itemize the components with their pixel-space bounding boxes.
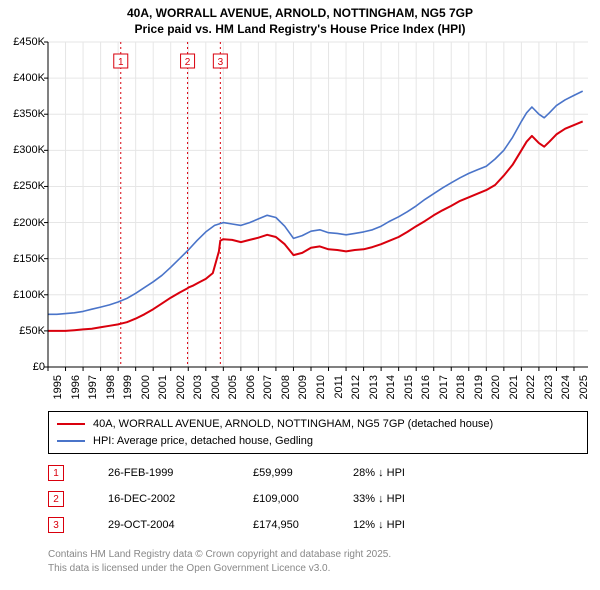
y-tick-label: £0 [33,361,45,373]
marker-row: 3 29-OCT-2004£174,95012% ↓ HPI [48,512,453,538]
y-tick-label: £400K [13,72,45,84]
svg-text:2: 2 [185,57,191,68]
legend-row-series1: 40A, WORRALL AVENUE, ARNOLD, NOTTINGHAM,… [57,416,579,433]
y-tick-label: £200K [13,217,45,229]
svg-text:3: 3 [218,57,224,68]
y-tick-label: £300K [13,144,45,156]
y-tick-label: £100K [13,289,45,301]
marker-date: 29-OCT-2004 [108,519,253,531]
legend-swatch-series1 [57,423,85,425]
x-tick-label: 2009 [297,375,309,415]
x-tick-label: 2010 [315,375,327,415]
x-tick-label: 1997 [87,375,99,415]
marker-diff: 12% ↓ HPI [353,519,453,531]
x-tick-label: 2022 [525,375,537,415]
y-tick-label: £350K [13,108,45,120]
marker-row: 2 16-DEC-2002£109,00033% ↓ HPI [48,486,453,512]
x-tick-label: 1998 [105,375,117,415]
attribution: Contains HM Land Registry data © Crown c… [48,548,391,575]
attribution-line-2: This data is licensed under the Open Gov… [48,562,391,576]
x-tick-label: 1995 [52,375,64,415]
x-tick-label: 2021 [508,375,520,415]
x-tick-label: 2013 [368,375,380,415]
marker-date: 26-FEB-1999 [108,467,253,479]
plot-area: 1 2 3 [48,42,588,367]
y-tick-label: £50K [19,325,45,337]
x-tick-label: 2023 [543,375,555,415]
marker-diff: 28% ↓ HPI [353,467,453,479]
x-tick-label: 2005 [227,375,239,415]
x-tick-label: 2001 [157,375,169,415]
y-tick-label: £250K [13,180,45,192]
x-tick-label: 2018 [455,375,467,415]
legend-row-series2: HPI: Average price, detached house, Gedl… [57,433,579,450]
x-tick-label: 1999 [122,375,134,415]
marker-table: 1 26-FEB-1999£59,99928% ↓ HPI 2 16-DEC-2002… [48,460,453,538]
x-tick-label: 2014 [385,375,397,415]
title-line-2: Price paid vs. HM Land Registry's House … [0,22,600,38]
x-tick-label: 2025 [578,375,590,415]
x-tick-label: 2024 [560,375,572,415]
marker-diff: 33% ↓ HPI [353,493,453,505]
x-tick-label: 2019 [473,375,485,415]
x-tick-label: 2020 [490,375,502,415]
x-tick-label: 2017 [438,375,450,415]
marker-index-box: 2 [48,491,64,507]
x-tick-label: 2000 [140,375,152,415]
legend-label-series2: HPI: Average price, detached house, Gedl… [93,433,313,450]
marker-price: £174,950 [253,519,353,531]
attribution-line-1: Contains HM Land Registry data © Crown c… [48,548,391,562]
chart-container: 40A, WORRALL AVENUE, ARNOLD, NOTTINGHAM,… [0,0,600,590]
x-tick-label: 2008 [280,375,292,415]
x-tick-label: 2012 [350,375,362,415]
legend-label-series1: 40A, WORRALL AVENUE, ARNOLD, NOTTINGHAM,… [93,416,493,433]
x-tick-label: 2002 [175,375,187,415]
marker-row: 1 26-FEB-1999£59,99928% ↓ HPI [48,460,453,486]
title-line-1: 40A, WORRALL AVENUE, ARNOLD, NOTTINGHAM,… [0,6,600,22]
marker-price: £109,000 [253,493,353,505]
x-tick-label: 2004 [210,375,222,415]
x-tick-label: 2015 [403,375,415,415]
x-tick-label: 2016 [420,375,432,415]
x-tick-label: 2007 [262,375,274,415]
x-tick-label: 1996 [70,375,82,415]
x-tick-label: 2006 [245,375,257,415]
x-tick-label: 2011 [333,375,345,415]
x-tick-label: 2003 [192,375,204,415]
y-tick-label: £450K [13,36,45,48]
marker-price: £59,999 [253,467,353,479]
legend-swatch-series2 [57,440,85,442]
marker-date: 16-DEC-2002 [108,493,253,505]
marker-index-box: 3 [48,517,64,533]
legend: 40A, WORRALL AVENUE, ARNOLD, NOTTINGHAM,… [48,411,588,454]
svg-text:1: 1 [118,57,124,68]
y-tick-label: £150K [13,253,45,265]
marker-index-box: 1 [48,465,64,481]
plot-svg: 1 2 3 [48,42,588,367]
chart-title: 40A, WORRALL AVENUE, ARNOLD, NOTTINGHAM,… [0,0,600,37]
